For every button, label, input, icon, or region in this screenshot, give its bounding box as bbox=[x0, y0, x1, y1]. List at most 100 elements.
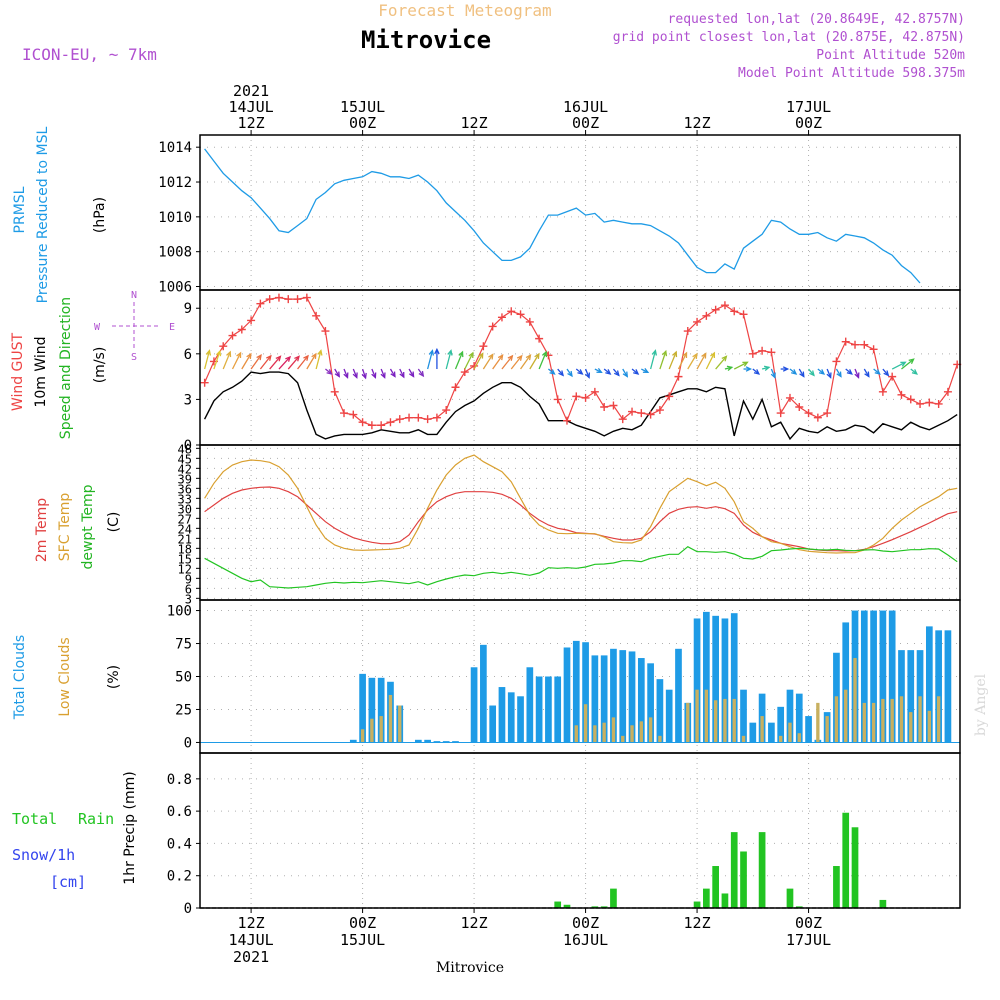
wind-arrow-head bbox=[826, 372, 832, 379]
wind-arrow bbox=[454, 350, 464, 370]
y-tick-labels-3: 0 25 50 75 100 bbox=[167, 604, 200, 751]
wind-arrow bbox=[901, 358, 915, 370]
total-cloud-bar bbox=[860, 610, 868, 743]
prmsl-label: PRMSL bbox=[12, 186, 28, 233]
low-cloud-bar bbox=[648, 717, 653, 743]
y-tick-label: 15 bbox=[178, 552, 192, 566]
gust-marker bbox=[888, 372, 897, 381]
wind-gust-line bbox=[204, 296, 958, 426]
total-cloud-bar bbox=[749, 722, 757, 743]
wind-arrow bbox=[399, 368, 405, 379]
total-cloud-bar bbox=[916, 650, 924, 743]
wind-arrow-shaft bbox=[380, 368, 386, 378]
low-cloud-bar bbox=[825, 716, 829, 743]
gust-marker bbox=[451, 383, 460, 392]
rain-bar bbox=[730, 832, 738, 908]
watermark: by Angel bbox=[973, 673, 989, 736]
low-cloud-bar bbox=[909, 712, 913, 743]
y-tick-label: 9 bbox=[184, 301, 192, 317]
panel-frame bbox=[199, 752, 961, 909]
rain-bar bbox=[758, 832, 766, 908]
wind-arrow-head bbox=[361, 372, 367, 380]
low-cloud-bar bbox=[816, 702, 820, 743]
gust-marker bbox=[395, 415, 404, 424]
wind-arrow-shaft bbox=[213, 351, 221, 370]
wind-arrow bbox=[445, 349, 453, 370]
gust-marker bbox=[916, 399, 925, 408]
rain-bar bbox=[786, 888, 794, 908]
wind-arrow-head bbox=[854, 372, 860, 379]
wind-arrow-shaft bbox=[492, 354, 504, 370]
precip-unit-label: 1hr Precip (mm) bbox=[122, 771, 138, 884]
y-tick-labels-0: 1006 1008 1010 1012 1014 bbox=[158, 140, 200, 296]
wind-arrow bbox=[594, 367, 603, 374]
forecast-meteogram-heading: Forecast Meteogram bbox=[378, 1, 551, 20]
gust-marker bbox=[618, 415, 627, 424]
gust-marker bbox=[293, 295, 302, 304]
rain-bar bbox=[563, 904, 571, 908]
wind-arrow bbox=[780, 366, 790, 372]
wind-arrow-head bbox=[285, 355, 292, 362]
wind-arrow-head bbox=[352, 372, 358, 379]
y-tick-labels-1: 0 3 6 9 bbox=[184, 301, 200, 454]
gust-marker bbox=[925, 398, 934, 407]
wind-arrow bbox=[501, 354, 514, 370]
wind-arrow-head bbox=[900, 361, 907, 367]
wind-arrow-head bbox=[275, 355, 282, 362]
wind-arrow-shaft bbox=[482, 354, 494, 370]
wind-arrow bbox=[343, 368, 349, 379]
total-cloud-bar bbox=[768, 722, 775, 743]
low-cloud-bar bbox=[936, 696, 941, 743]
compass-n: N bbox=[131, 290, 137, 301]
total-cloud-bar bbox=[619, 650, 627, 743]
low-cloud-bar bbox=[760, 716, 764, 743]
low-cloud-bar bbox=[574, 725, 578, 743]
wind-arrow bbox=[473, 352, 484, 370]
wind-arrow-shaft bbox=[520, 354, 531, 370]
wind-arrow-head bbox=[371, 372, 377, 379]
compass-s: S bbox=[131, 352, 137, 363]
low-cloud-bar bbox=[844, 689, 848, 743]
top-time-label: 16JUL bbox=[563, 98, 608, 116]
wind-arrow-shaft bbox=[297, 355, 309, 370]
wind-arrow-head bbox=[326, 369, 333, 375]
gust-marker bbox=[432, 413, 441, 422]
wind-arrow-head bbox=[633, 369, 640, 375]
wind-arrow-head bbox=[294, 355, 300, 362]
pressure-msl-label: Pressure Reduced to MSL bbox=[35, 126, 51, 303]
gust-marker bbox=[247, 316, 256, 325]
wind-arrow-head bbox=[605, 369, 612, 375]
wind-arrow-head bbox=[317, 349, 323, 356]
low-cloud-bar bbox=[398, 705, 402, 743]
y-tick-label: 0.4 bbox=[167, 836, 192, 852]
bottom-time-label: 12Z bbox=[461, 914, 488, 932]
gust-marker bbox=[581, 393, 590, 402]
low-cloud-bar bbox=[899, 696, 904, 743]
wind-arrow-head bbox=[343, 372, 349, 379]
total-cloud-bar bbox=[572, 640, 580, 743]
low-cloud-bar bbox=[686, 702, 690, 743]
wind-arrow bbox=[696, 352, 707, 370]
gust-marker bbox=[851, 340, 860, 349]
low-cloud-bar bbox=[695, 689, 699, 743]
rain-bar bbox=[591, 906, 599, 908]
wind-arrow bbox=[250, 353, 262, 370]
low-cloud-bar bbox=[388, 694, 393, 743]
point-altitude: Point Altitude 520m bbox=[816, 48, 965, 63]
low-cloud-bar bbox=[788, 722, 792, 743]
gust-marker bbox=[535, 334, 544, 343]
top-time-label: 00Z bbox=[349, 114, 376, 132]
wind-arrow bbox=[761, 365, 771, 372]
panel-frame bbox=[199, 134, 961, 291]
rain-bar bbox=[833, 866, 840, 908]
wind-arrow-head bbox=[908, 358, 915, 365]
wind-arrow bbox=[817, 368, 826, 375]
wind-arrow-head bbox=[525, 353, 532, 361]
bottom-time-label: 00Z bbox=[572, 914, 599, 932]
low-cloud-bar bbox=[732, 698, 736, 743]
wind-arrow bbox=[641, 367, 650, 374]
wind-arrow bbox=[845, 368, 853, 375]
gust-marker bbox=[813, 413, 822, 422]
